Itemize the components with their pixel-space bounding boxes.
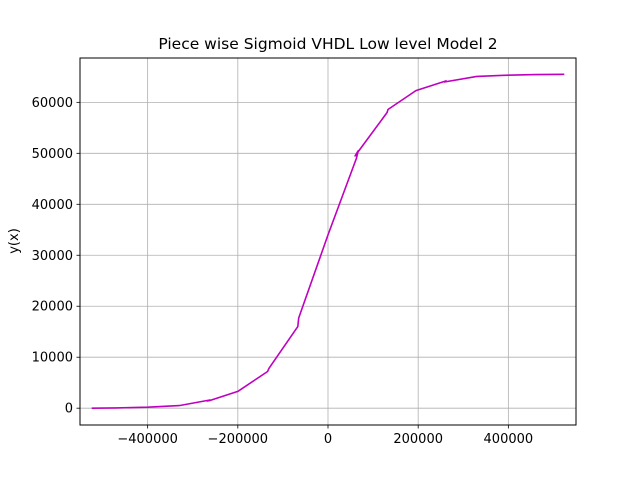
x-tick-label: 400000 (484, 432, 534, 447)
data-line-group (91, 73, 565, 409)
x-tick-label: −200000 (208, 432, 269, 447)
x-tick-label: −400000 (117, 432, 178, 447)
y-tick-label: 30000 (32, 249, 73, 264)
y-axis-ticks: 0 10000 20000 30000 40000 50000 60000 (32, 96, 80, 417)
x-axis-ticks: −400000 −200000 0 200000 400000 (117, 425, 533, 447)
x-tick-label: 200000 (393, 432, 443, 447)
y-axis-label: y(x) (7, 228, 22, 254)
y-tick-label: 20000 (32, 300, 73, 315)
y-tick-label: 40000 (32, 198, 73, 213)
chart-title: Piece wise Sigmoid VHDL Low level Model … (158, 35, 497, 53)
y-tick-label: 10000 (32, 351, 73, 366)
gridlines (80, 58, 576, 425)
x-tick-label: 0 (324, 432, 332, 447)
y-tick-label: 0 (65, 402, 73, 417)
y-tick-label: 60000 (32, 96, 73, 111)
series-line (91, 73, 565, 409)
y-tick-label: 50000 (32, 147, 73, 162)
